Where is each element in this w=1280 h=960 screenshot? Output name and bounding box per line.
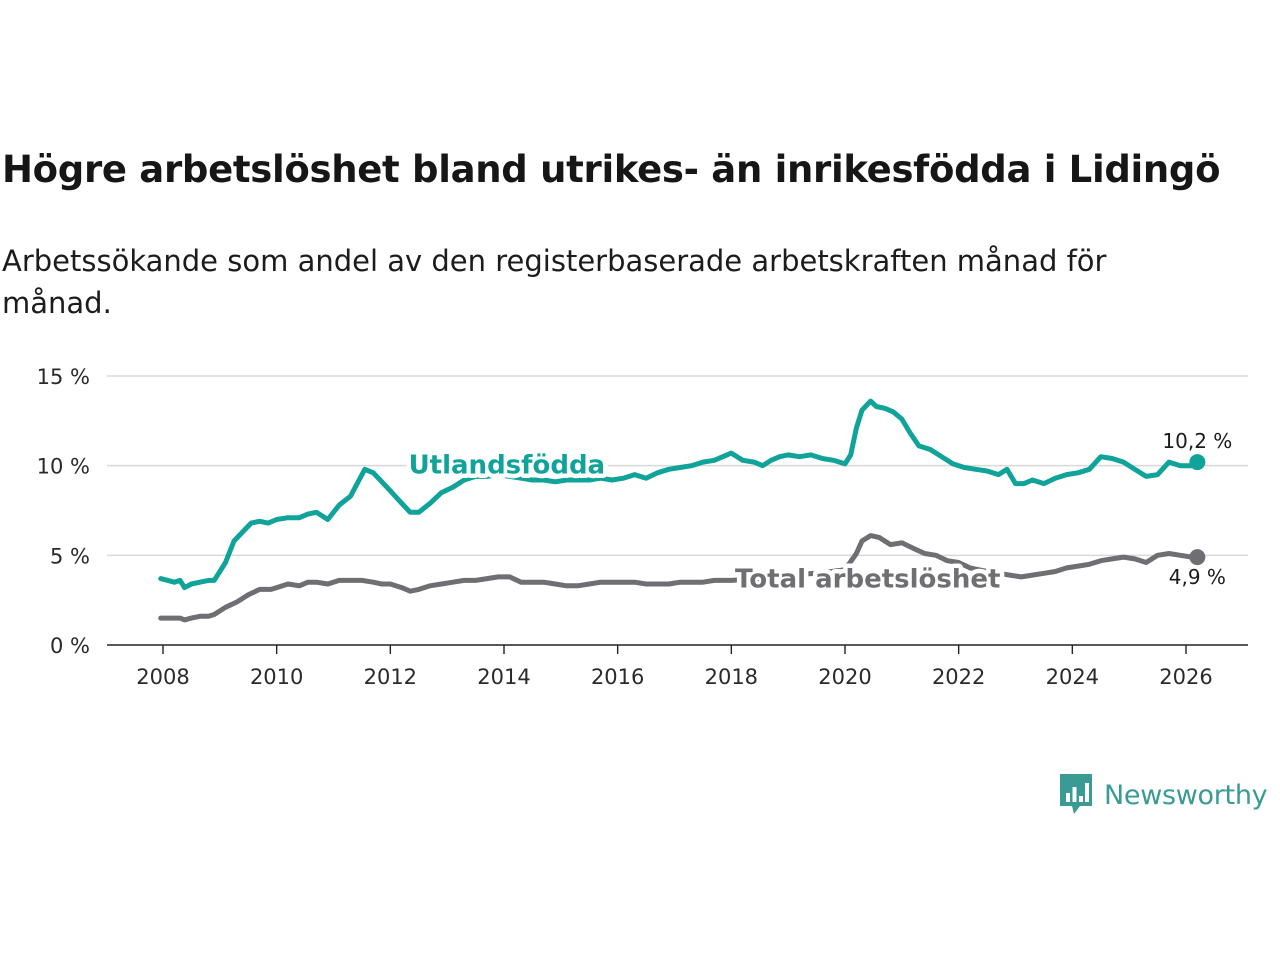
end-point-marker	[1189, 549, 1206, 566]
x-tick-label: 2012	[364, 665, 417, 689]
series-label: Total arbetslöshet	[735, 565, 1000, 595]
end-value-label: 4,9 %	[1169, 565, 1226, 589]
x-tick-label: 2024	[1046, 665, 1099, 689]
x-tick-label: 2014	[477, 665, 530, 689]
brand-logo[interactable]: Newsworthy	[1058, 772, 1268, 818]
series-line-total	[158, 533, 1200, 623]
x-tick-label: 2026	[1159, 665, 1212, 689]
series-label: Utlandsfödda	[409, 451, 606, 481]
brand-name: Newsworthy	[1104, 779, 1268, 811]
y-tick-label: 15 %	[37, 365, 90, 389]
end-point-marker	[1189, 454, 1206, 471]
x-tick-label: 2016	[591, 665, 644, 689]
x-axis: 2008 2010 2012 2014 2016 2018 2020 2022 2024 2026	[107, 644, 1248, 689]
x-tick-label: 2022	[932, 665, 985, 689]
y-tick-label: 10 %	[37, 455, 90, 479]
end-value-label: 10,2 %	[1162, 429, 1232, 453]
series-lines	[158, 398, 1206, 623]
x-tick-label: 2010	[250, 665, 303, 689]
series-line-utlandsfodda	[158, 398, 1200, 591]
x-tick-label: 2020	[818, 665, 871, 689]
x-tick-label: 2018	[705, 665, 758, 689]
chart-subtitle: Arbetssökande som andel av den registerb…	[2, 244, 1107, 320]
y-tick-label: 0 %	[50, 634, 90, 658]
y-tick-label: 5 %	[50, 544, 90, 568]
newsworthy-logo-icon	[1060, 774, 1092, 814]
chart-title: Högre arbetslöshet bland utrikes- än inr…	[2, 148, 1221, 191]
x-tick-label: 2008	[136, 665, 189, 689]
series-labels: 10,2 % 4,9 % Utlandsfödda Total arbetslöshe…	[404, 429, 1232, 599]
